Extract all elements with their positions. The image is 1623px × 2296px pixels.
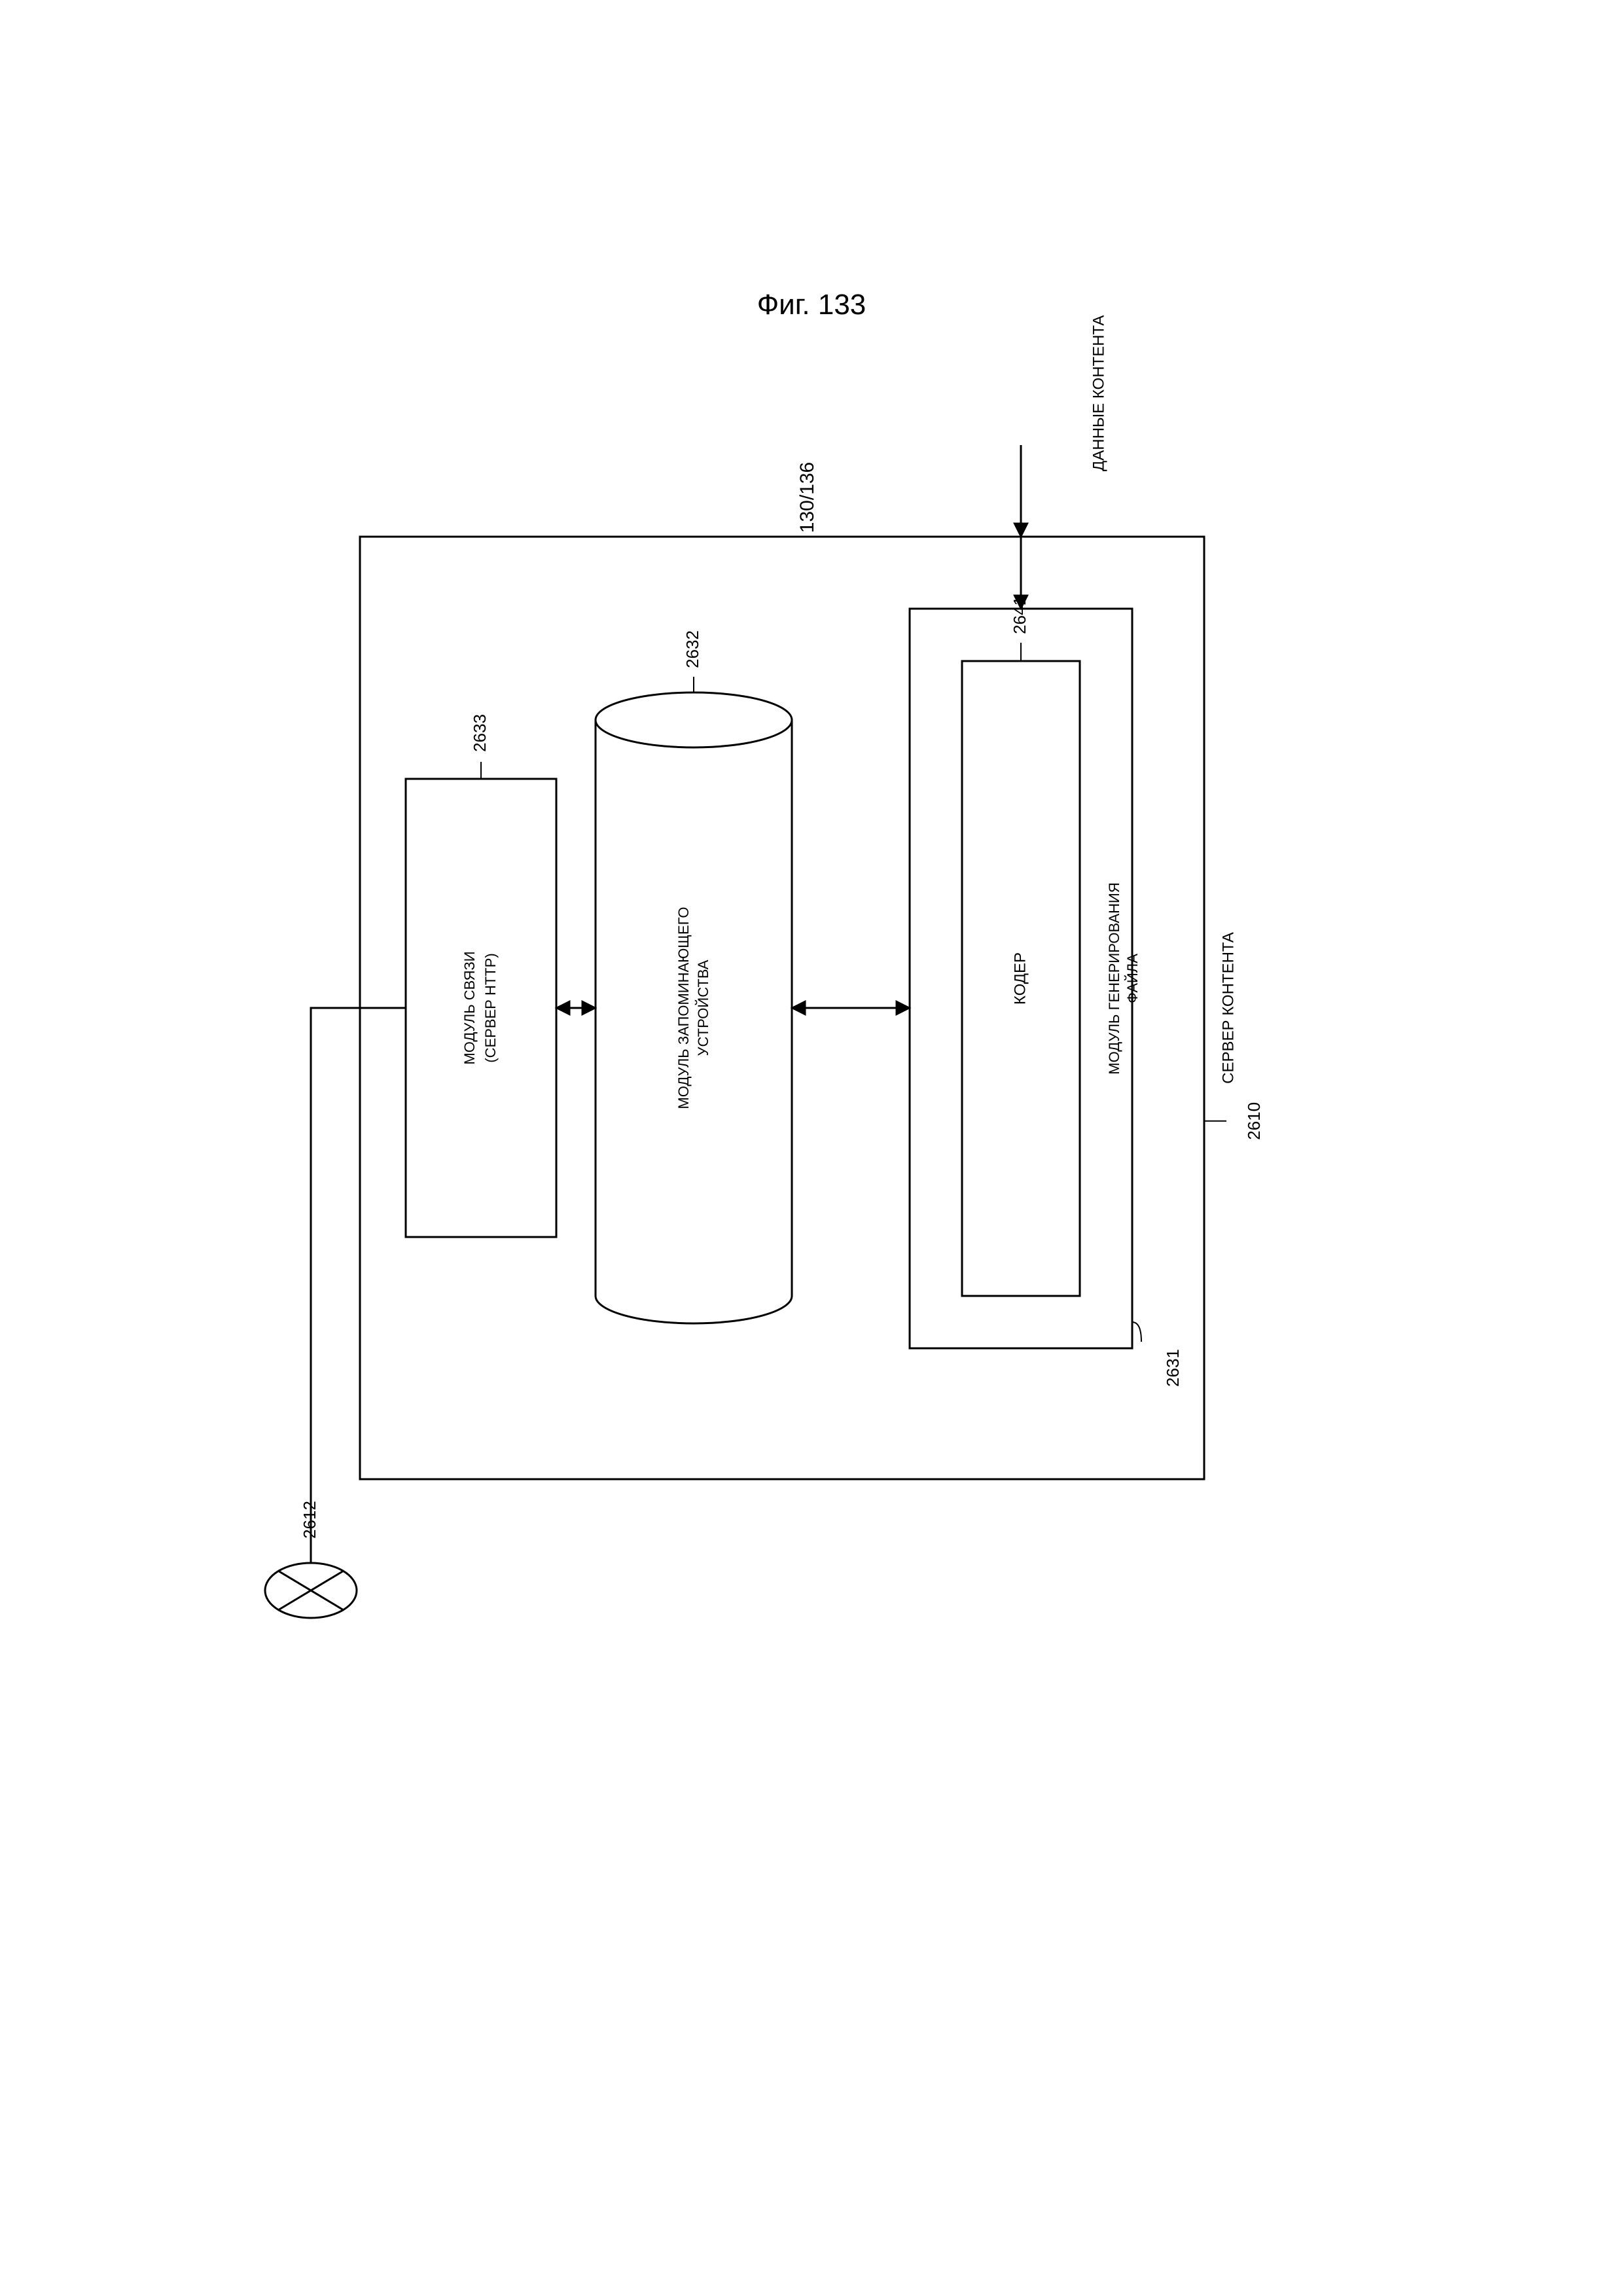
svg-text:130/136: 130/136 [796,462,818,533]
comm-box [406,779,556,1237]
svg-text:2633: 2633 [470,714,490,752]
svg-text:МОДУЛЬ СВЯЗИ: МОДУЛЬ СВЯЗИ [461,951,478,1064]
figure-title: Фиг. 133 [757,289,866,321]
link-comm-network [311,1008,360,1563]
svg-text:ФАЙЛА: ФАЙЛА [1124,954,1141,1003]
svg-text:ДАННЫЕ КОНТЕНТА: ДАННЫЕ КОНТЕНТА [1090,315,1107,471]
svg-text:2641: 2641 [1010,596,1029,634]
svg-text:(СЕРВЕР HTTP): (СЕРВЕР HTTP) [482,953,499,1062]
svg-text:2632: 2632 [683,630,702,668]
svg-text:УСТРОЙСТВА: УСТРОЙСТВА [695,960,711,1056]
svg-text:МОДУЛЬ ГЕНЕРИРОВАНИЯ: МОДУЛЬ ГЕНЕРИРОВАНИЯ [1106,882,1122,1074]
svg-text:КОДЕР: КОДЕР [1011,952,1029,1005]
svg-text:2612: 2612 [300,1501,319,1539]
svg-text:МОДУЛЬ ЗАПОМИНАЮЩЕГО: МОДУЛЬ ЗАПОМИНАЮЩЕГО [675,907,692,1109]
storage-cylinder [596,720,792,1323]
svg-text:2610: 2610 [1244,1102,1264,1140]
svg-text:СЕРВЕР КОНТЕНТА: СЕРВЕР КОНТЕНТА [1219,932,1237,1084]
svg-text:2631: 2631 [1163,1349,1183,1387]
